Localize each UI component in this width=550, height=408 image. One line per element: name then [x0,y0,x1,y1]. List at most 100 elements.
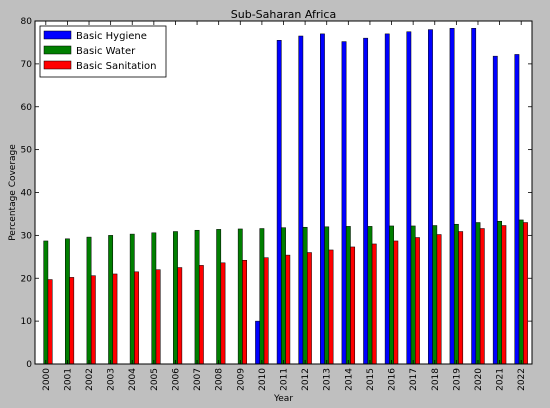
bar-basic-sanitation-2016 [393,240,399,365]
bar-basic-hygiene-2011 [276,40,282,365]
bar-basic-sanitation-2004 [134,271,139,365]
bar-basic-sanitation-2013 [328,249,334,365]
bar-basic-water-2006 [173,231,178,365]
x-tick-label: 2018 [431,368,441,391]
legend: Basic Hygiene Basic Water Basic Sanitation [39,25,167,78]
bar-basic-water-2012 [302,226,308,365]
bar-basic-sanitation-2017 [415,237,420,365]
x-tick-label: 2011 [280,368,290,391]
bar-basic-sanitation-2010 [263,257,269,365]
bar-basic-sanitation-2021 [501,225,507,365]
x-tick-label: 2012 [301,368,311,391]
y-tick-label: 50 [21,146,33,156]
bar-basic-sanitation-2002 [90,275,96,365]
legend-label-basic-water: Basic Water [76,46,136,57]
bar-basic-sanitation-2006 [177,267,183,365]
bar-basic-hygiene-2015 [363,37,369,365]
bar-basic-water-2003 [108,235,114,365]
bar-basic-water-2008 [216,229,222,365]
x-axis-label: Year [273,394,293,404]
bar-basic-sanitation-2020 [479,228,485,365]
bar-basic-water-2002 [86,236,92,365]
y-tick-label: 70 [21,60,33,70]
x-tick-label: 2005 [150,368,160,391]
y-tick-label: 10 [21,317,33,327]
bar-basic-sanitation-2019 [458,231,464,365]
x-tick-label: 2022 [517,368,527,391]
bar-basic-water-2001 [65,238,70,365]
bar-basic-sanitation-2015 [371,243,377,365]
legend-label-basic-sanitation: Basic Sanitation [76,61,156,72]
x-tick-label: 2001 [63,368,73,391]
x-tick-label: 2009 [236,368,246,391]
bar-basic-water-2017 [410,225,416,365]
bar-basic-water-2005 [151,232,157,365]
bar-basic-sanitation-2009 [242,259,247,365]
bar-basic-sanitation-2000 [47,279,53,365]
bar-basic-water-2018 [432,225,438,365]
bar-basic-water-2020 [475,222,481,365]
bar-basic-sanitation-2008 [220,262,226,365]
bar-basic-water-2021 [497,220,502,365]
bar-basic-sanitation-2005 [155,269,161,365]
bar-basic-hygiene-2018 [428,29,433,365]
x-tick-label: 2004 [128,368,138,391]
x-tick-label: 2000 [42,368,52,391]
y-tick-label: 0 [26,360,32,370]
x-tick-label: 2008 [215,368,225,391]
bar-basic-hygiene-2020 [471,28,477,365]
bar-basic-hygiene-2022 [514,54,520,365]
x-tick-label: 2006 [171,368,181,391]
bar-basic-water-2016 [389,225,394,365]
bar-basic-hygiene-2013 [320,33,325,365]
x-tick-label: 2007 [193,368,203,391]
legend-swatch-basic-sanitation [43,60,72,70]
bar-basic-hygiene-2019 [449,28,455,365]
y-tick-label: 40 [21,189,33,199]
y-tick-label: 20 [21,274,33,284]
bar-basic-water-2013 [324,226,330,365]
y-tick-label: 30 [21,231,33,241]
bar-basic-hygiene-2021 [492,55,498,365]
y-axis-label: Percentage Coverage [8,144,18,241]
bar-basic-water-2022 [518,219,524,365]
bar-basic-sanitation-2018 [436,234,442,365]
legend-swatch-basic-hygiene [43,30,72,40]
chart-title: Sub-Saharan Africa [231,8,336,21]
bar-basic-hygiene-2012 [298,35,304,365]
x-tick-label: 2019 [452,368,462,391]
bar-basic-hygiene-2017 [406,31,412,365]
bar-basic-sanitation-2022 [523,222,528,365]
bar-basic-hygiene-2014 [341,41,347,365]
x-tick-label: 2020 [474,368,484,391]
bar-basic-water-2004 [129,233,135,365]
x-tick-label: 2017 [409,368,419,391]
bar-basic-water-2015 [367,226,373,365]
x-tick-label: 2014 [344,368,354,391]
x-tick-label: 2015 [366,368,376,391]
y-tick-label: 80 [21,17,33,27]
bar-basic-hygiene-2016 [384,33,390,365]
x-tick-label: 2013 [323,368,333,391]
y-tick-label: 60 [21,103,33,113]
bar-basic-water-2011 [281,227,286,365]
bar-basic-water-2014 [345,226,351,365]
x-tick-label: 2021 [496,368,506,391]
y-axis: 0 10 20 30 40 50 60 70 80 [21,17,532,370]
bar-basic-sanitation-2012 [307,252,312,365]
bar-basic-water-2009 [237,228,243,365]
bar-basic-sanitation-2003 [112,273,118,365]
x-axis: 2000 2001 2002 2003 2004 2005 2006 2007 2008 2009… [42,21,527,391]
bar-basic-hygiene-2010 [255,320,260,365]
x-tick-label: 2003 [107,368,117,391]
bar-basic-sanitation-2011 [285,254,291,365]
legend-label-basic-hygiene: Basic Hygiene [76,31,147,42]
bar-basic-sanitation-2001 [69,277,75,365]
bar-basic-water-2000 [43,240,49,365]
bar-basic-water-2010 [259,228,265,365]
bar-basic-water-2007 [194,229,200,365]
bar-basic-sanitation-2014 [350,246,356,365]
x-tick-label: 2002 [85,368,95,391]
bar-basic-sanitation-2007 [198,265,204,365]
